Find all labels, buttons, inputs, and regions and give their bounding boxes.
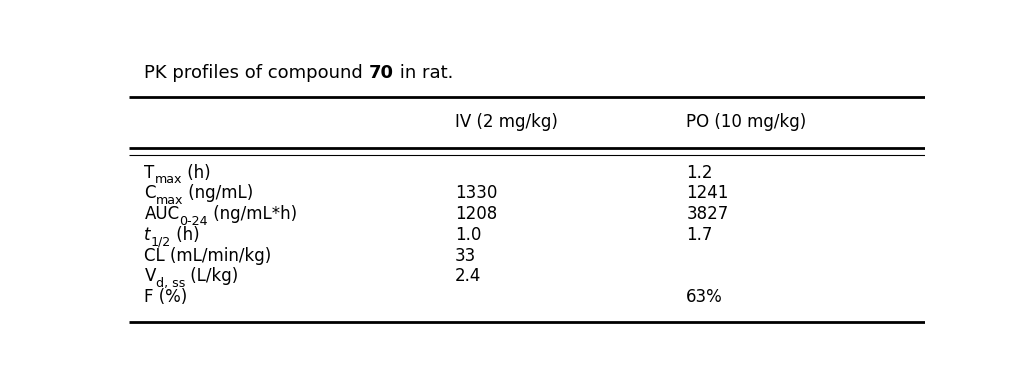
- Text: d, ss: d, ss: [156, 277, 185, 290]
- Text: F (%): F (%): [144, 288, 188, 306]
- Text: t: t: [144, 226, 151, 244]
- Text: IV (2 mg/kg): IV (2 mg/kg): [455, 113, 558, 131]
- Text: max: max: [154, 173, 182, 186]
- Text: (ng/mL*h): (ng/mL*h): [209, 205, 297, 223]
- Text: PK profiles of compound: PK profiles of compound: [144, 64, 369, 82]
- Text: 1208: 1208: [455, 205, 498, 223]
- Text: 1/2: 1/2: [151, 235, 172, 248]
- Text: 0-24: 0-24: [180, 214, 209, 228]
- Text: 1330: 1330: [455, 184, 498, 203]
- Text: max: max: [156, 194, 183, 207]
- Text: V: V: [144, 268, 156, 285]
- Text: 63%: 63%: [687, 288, 723, 306]
- Text: AUC: AUC: [144, 205, 180, 223]
- Text: 33: 33: [455, 246, 476, 265]
- Text: 1.0: 1.0: [455, 226, 481, 244]
- Text: 3827: 3827: [687, 205, 729, 223]
- Text: 1.2: 1.2: [687, 164, 712, 182]
- Text: C: C: [144, 184, 156, 203]
- Text: T: T: [144, 164, 154, 182]
- Text: in rat.: in rat.: [394, 64, 453, 82]
- Text: 1.7: 1.7: [687, 226, 712, 244]
- Text: (L/kg): (L/kg): [185, 268, 238, 285]
- Text: CL (mL/min/kg): CL (mL/min/kg): [144, 246, 271, 265]
- Text: (h): (h): [172, 226, 199, 244]
- Text: (h): (h): [182, 164, 211, 182]
- Text: (ng/mL): (ng/mL): [183, 184, 254, 203]
- Text: PO (10 mg/kg): PO (10 mg/kg): [687, 113, 806, 131]
- Text: 2.4: 2.4: [455, 268, 481, 285]
- Text: 1241: 1241: [687, 184, 729, 203]
- Text: 70: 70: [369, 64, 394, 82]
